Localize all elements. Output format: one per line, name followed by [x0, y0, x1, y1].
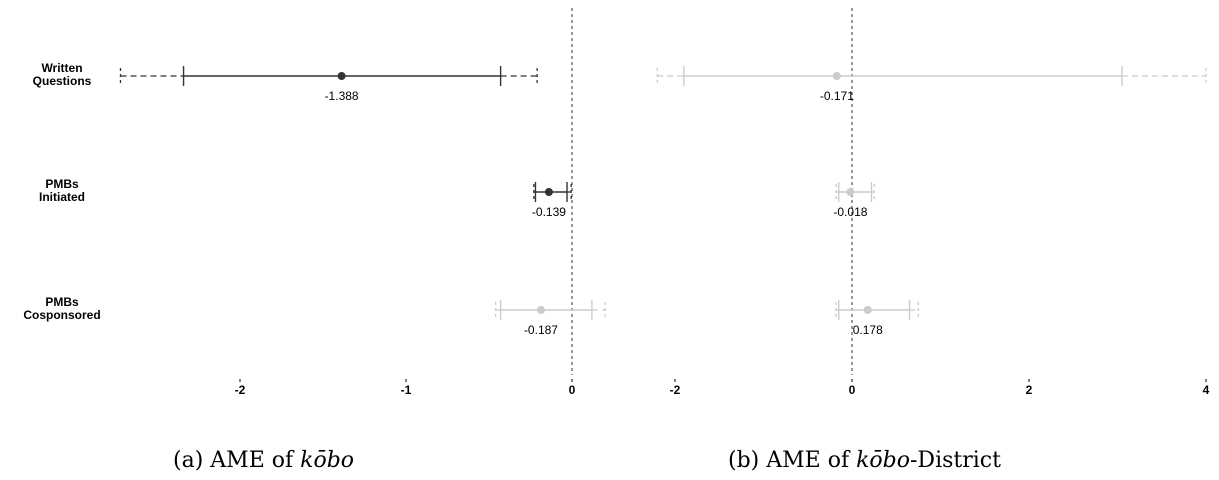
x-tick-label: -2: [235, 383, 246, 397]
caption-b-italic: kōbo: [856, 448, 910, 473]
row-label-line: Written: [41, 61, 82, 75]
estimate-value-label: -0.171: [820, 89, 854, 103]
x-tick-label: 4: [1203, 383, 1210, 397]
point-estimate: [846, 188, 855, 196]
panel-b-ame-kobo-district: -2 0 2 4 -0.171 -0.018 0.178: [656, 8, 1210, 397]
row-labels: WrittenQuestionsPMBsInitiatedPMBsCospons…: [23, 61, 100, 322]
point-estimate: [544, 188, 553, 196]
row-label-line: PMBs: [45, 177, 79, 191]
x-tick-label: 2: [1026, 383, 1033, 397]
caption-panel-b: (b) AME of kōbo-District: [728, 448, 1001, 473]
caption-b-prefix: (b) AME of: [728, 448, 857, 473]
estimate-value-label: -1.388: [325, 89, 359, 103]
estimate-value-label: -0.139: [532, 205, 566, 219]
x-tick-label: 0: [569, 383, 576, 397]
estimate-value-label: -0.187: [524, 323, 558, 337]
point-estimate: [832, 72, 841, 80]
caption-a-italic: kōbo: [300, 448, 355, 473]
caption-b-suffix: -District: [910, 448, 1001, 473]
x-tick-label: -1: [401, 383, 412, 397]
caption-a-prefix: (a) AME of: [173, 448, 301, 473]
estimate-value-label: -0.018: [833, 205, 867, 219]
row-label-line: Initiated: [39, 190, 85, 204]
x-tick-label: -2: [670, 383, 681, 397]
point-estimate: [337, 72, 346, 80]
row-label-line: PMBs: [45, 295, 79, 309]
row-label-line: Questions: [33, 74, 92, 88]
point-estimate: [863, 306, 872, 314]
row-label-line: Cosponsored: [23, 308, 100, 322]
point-estimate: [536, 306, 545, 314]
estimate-value-label: 0.178: [853, 323, 883, 337]
caption-panel-a: (a) AME of kōbo: [173, 448, 354, 473]
x-tick-label: 0: [849, 383, 856, 397]
panel-a-ame-kobo: -2 -1 0 -1.388 -0.139 -0.187: [119, 8, 606, 397]
